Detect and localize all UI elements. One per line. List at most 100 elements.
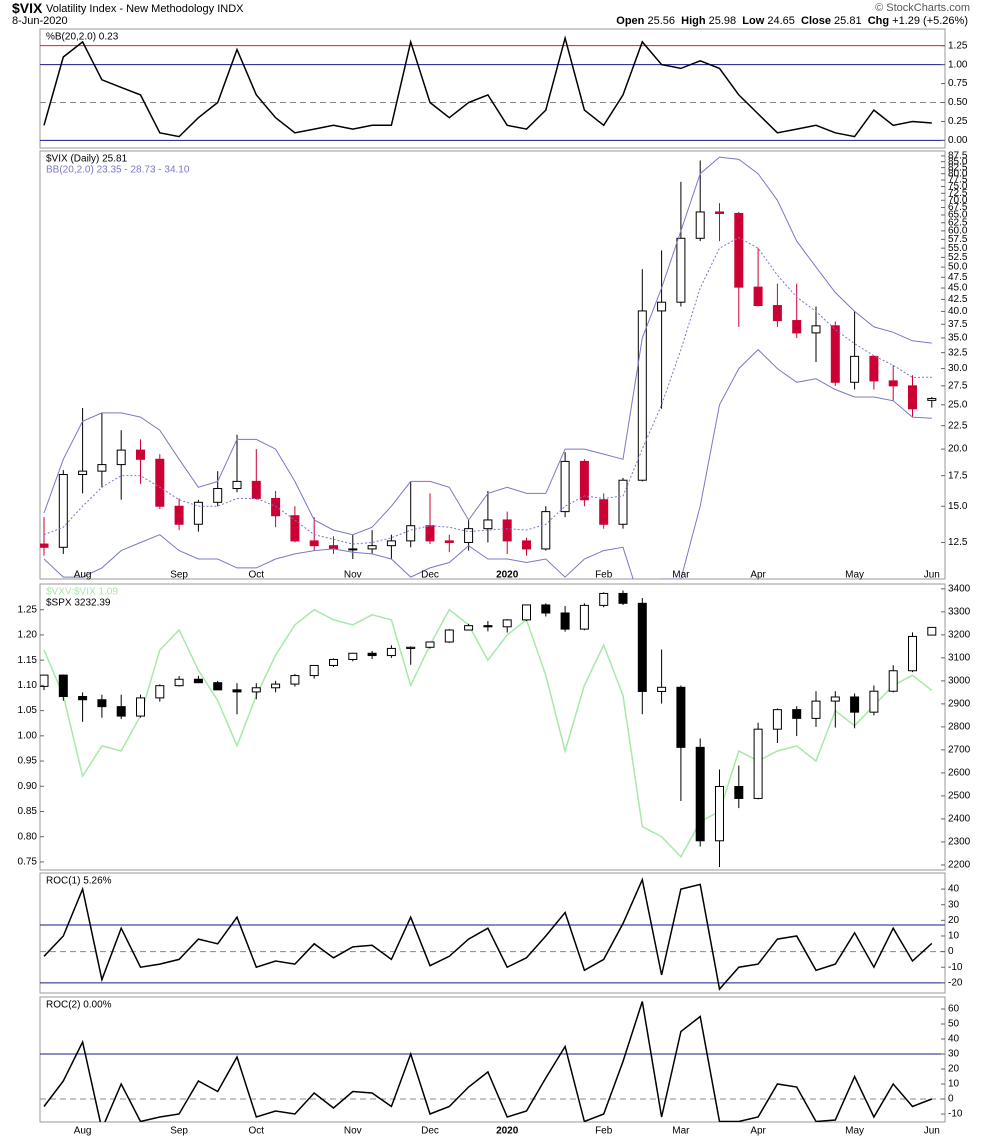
candle-body bbox=[309, 540, 319, 547]
x-tick-label: Oct bbox=[249, 1126, 265, 1137]
candle-body bbox=[406, 525, 416, 542]
candle-body bbox=[830, 325, 840, 383]
candle-body bbox=[734, 212, 744, 288]
y-tick-label: 55.0 bbox=[948, 243, 968, 254]
y-tick-label: 40.0 bbox=[948, 306, 968, 317]
y-tick-label: 22.5 bbox=[948, 420, 968, 431]
candle-body bbox=[155, 685, 165, 699]
y2-tick-label: 1.25 bbox=[18, 604, 38, 615]
x-tick-label: Apr bbox=[750, 1126, 766, 1137]
y-tick-label: 85.0 bbox=[948, 156, 968, 167]
candle-body bbox=[78, 696, 88, 701]
candle-body bbox=[251, 687, 261, 693]
credit: © StockCharts.com bbox=[875, 2, 970, 14]
candle-body bbox=[290, 515, 300, 542]
candle-body bbox=[425, 641, 435, 648]
candle-body bbox=[97, 464, 107, 472]
legend-entry: $VXV:$VIX 1.09 bbox=[46, 587, 118, 598]
y-tick-label: 52.5 bbox=[948, 252, 968, 263]
instrument-name: Volatility Index - New Methodology INDX bbox=[46, 3, 244, 15]
y2-tick-label: 0.80 bbox=[18, 831, 38, 842]
y-tick-label: 2800 bbox=[948, 722, 971, 733]
y-tick-label: 1.00 bbox=[948, 59, 968, 70]
candle-body bbox=[425, 525, 435, 542]
y-tick-label: 30 bbox=[948, 1049, 960, 1060]
y-tick-label: 42.5 bbox=[948, 294, 968, 305]
y-tick-label: 77.5 bbox=[948, 175, 968, 186]
panel-frame bbox=[39, 583, 946, 871]
candle-body bbox=[348, 652, 358, 660]
candle-body bbox=[193, 501, 203, 525]
x-tick-label: Sep bbox=[170, 1126, 188, 1137]
y-tick-label: 72.5 bbox=[948, 188, 968, 199]
y-tick-label: 0 bbox=[948, 946, 954, 957]
candle-body bbox=[695, 746, 705, 842]
candle-body bbox=[811, 325, 821, 334]
y-tick-label: 60.0 bbox=[948, 226, 968, 237]
candle-body bbox=[213, 488, 223, 503]
candle-body bbox=[193, 678, 203, 684]
y-tick-label: 0.50 bbox=[948, 97, 968, 108]
y-tick-label: 2600 bbox=[948, 768, 971, 779]
y-tick-label: -20 bbox=[948, 977, 963, 988]
candle-body bbox=[444, 629, 454, 643]
x-tick-label: Nov bbox=[344, 1126, 362, 1137]
y-tick-label: -10 bbox=[948, 962, 963, 973]
x-tick-label: Mar bbox=[672, 1126, 690, 1137]
y-tick-label: 30.0 bbox=[948, 363, 968, 374]
candle-body bbox=[40, 543, 49, 548]
y-tick-label: 2400 bbox=[948, 814, 971, 825]
y-tick-label: 17.5 bbox=[948, 470, 968, 481]
y-tick-label: 30 bbox=[948, 899, 960, 910]
y-tick-label: 3400 bbox=[948, 583, 971, 594]
y2-tick-label: 0.95 bbox=[18, 756, 38, 767]
y-tick-label: 3200 bbox=[948, 629, 971, 640]
candle-body bbox=[502, 519, 512, 542]
quote-label: Close bbox=[801, 15, 831, 27]
y2-tick-label: 1.20 bbox=[18, 630, 38, 641]
y-tick-label: 45.0 bbox=[948, 283, 968, 294]
quote-label: High bbox=[681, 15, 706, 27]
quote: Open 25.56 High 25.98 Low 24.65 Close 25… bbox=[616, 15, 968, 27]
x-tick-label: 2020 bbox=[496, 1126, 519, 1137]
candle-body bbox=[136, 697, 145, 717]
y2-tick-label: 0.90 bbox=[18, 781, 38, 792]
candle-body bbox=[888, 380, 898, 387]
y-tick-label: 40 bbox=[948, 884, 960, 895]
candle-body bbox=[618, 479, 628, 525]
date: 8-Jun-2020 bbox=[12, 15, 68, 27]
candle-body bbox=[271, 683, 281, 689]
quote-value: 24.65 bbox=[767, 15, 795, 27]
quote-label: Chg bbox=[867, 15, 890, 27]
y2-tick-label: 0.85 bbox=[18, 806, 38, 817]
plot-area bbox=[40, 35, 945, 141]
candle-body bbox=[676, 686, 686, 748]
candle-body bbox=[232, 480, 242, 490]
x-tick-label: Feb bbox=[595, 570, 613, 581]
candle-body bbox=[869, 355, 879, 382]
legend-entry: ROC(2) 0.00% bbox=[46, 1000, 112, 1011]
candle-body bbox=[541, 511, 551, 550]
plot-area bbox=[40, 590, 937, 868]
x-tick-label: Jun bbox=[924, 570, 940, 581]
candle-body bbox=[792, 709, 802, 719]
x-tick-label: Feb bbox=[595, 1126, 613, 1137]
candle-body bbox=[618, 592, 628, 604]
y-tick-label: 2900 bbox=[948, 699, 971, 710]
candle-body bbox=[116, 706, 126, 717]
legend-entry: %B(20,2.0) 0.23 bbox=[46, 32, 119, 43]
y-tick-label: 82.5 bbox=[948, 162, 968, 173]
candle-body bbox=[869, 690, 879, 713]
legend-entry: BB(20,2.0) 23.35 - 28.73 - 34.10 bbox=[46, 165, 190, 176]
candle-body bbox=[97, 699, 107, 708]
candle-body bbox=[772, 305, 782, 322]
candle-body bbox=[753, 728, 763, 799]
y-tick-label: 67.5 bbox=[948, 202, 968, 213]
candle-body bbox=[58, 674, 68, 698]
y-tick-label: 50 bbox=[948, 1019, 960, 1030]
y-tick-label: 3100 bbox=[948, 652, 971, 663]
symbol: $VIX bbox=[12, 0, 43, 16]
legend-entry: ROC(1) 5.26% bbox=[46, 876, 112, 887]
x-tick-label: Sep bbox=[170, 570, 188, 581]
